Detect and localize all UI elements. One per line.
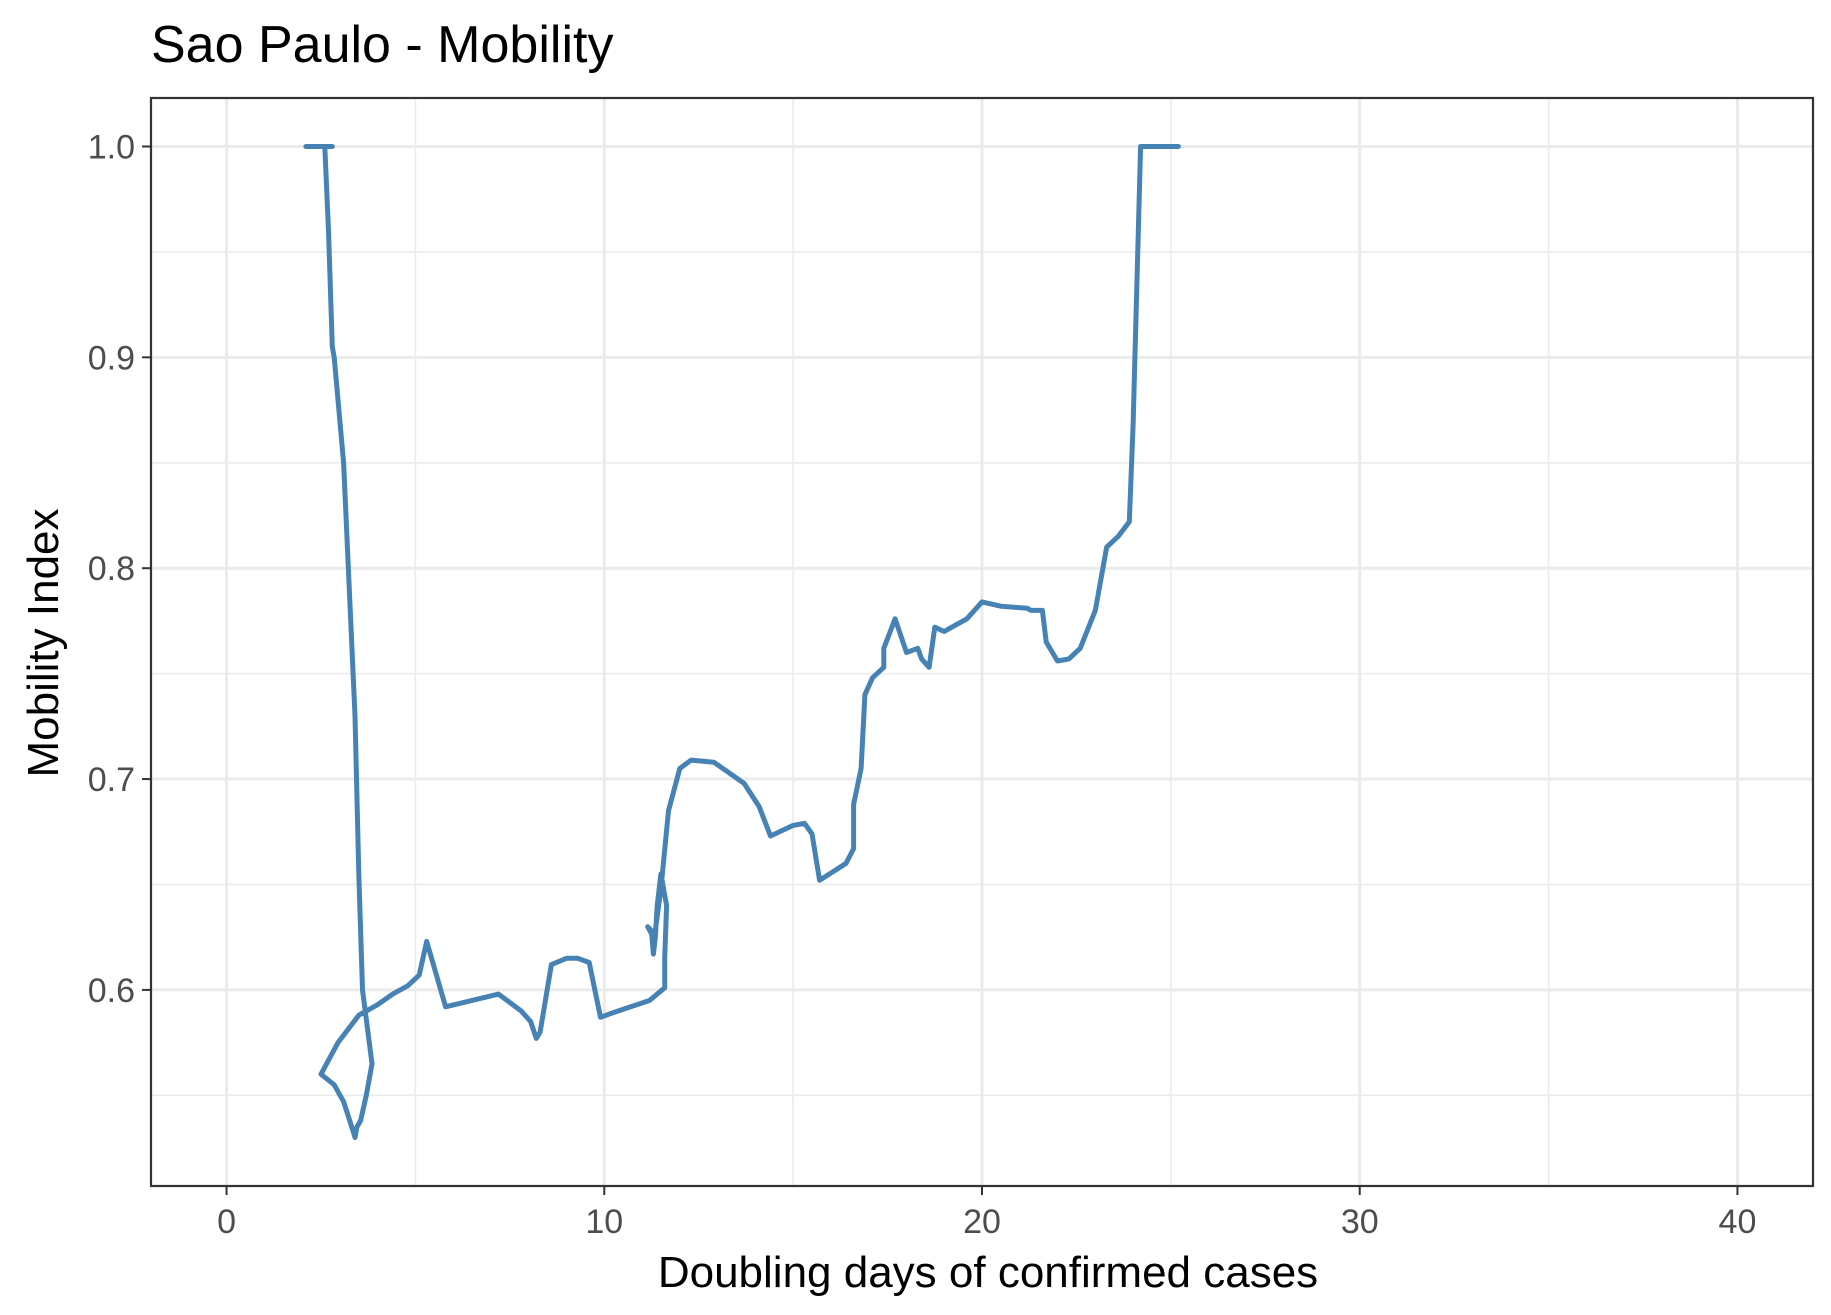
x-tick-label: 10 (585, 1203, 623, 1241)
ticks: 0 10 20 30 40 0.6 0.7 0.8 0.9 1.0 (88, 128, 1757, 1241)
x-axis-title: Doubling days of confirmed cases (658, 1248, 1318, 1297)
y-tick-label: 1.0 (88, 128, 135, 166)
y-tick-label: 0.6 (88, 972, 135, 1010)
x-tick-label: 20 (963, 1203, 1001, 1241)
y-axis-title: Mobility Index (19, 508, 68, 777)
y-tick-label: 0.9 (88, 339, 135, 377)
x-tick-label: 40 (1719, 1203, 1757, 1241)
y-tick-label: 0.8 (88, 550, 135, 588)
x-tick-label: 30 (1341, 1203, 1379, 1241)
gridlines (151, 98, 1813, 1186)
x-tick-label: 0 (217, 1203, 236, 1241)
series-layer (303, 144, 1181, 1140)
chart-title: Sao Paulo - Mobility (151, 16, 613, 74)
y-tick-label: 0.7 (88, 761, 135, 799)
series-line (303, 144, 1181, 1140)
